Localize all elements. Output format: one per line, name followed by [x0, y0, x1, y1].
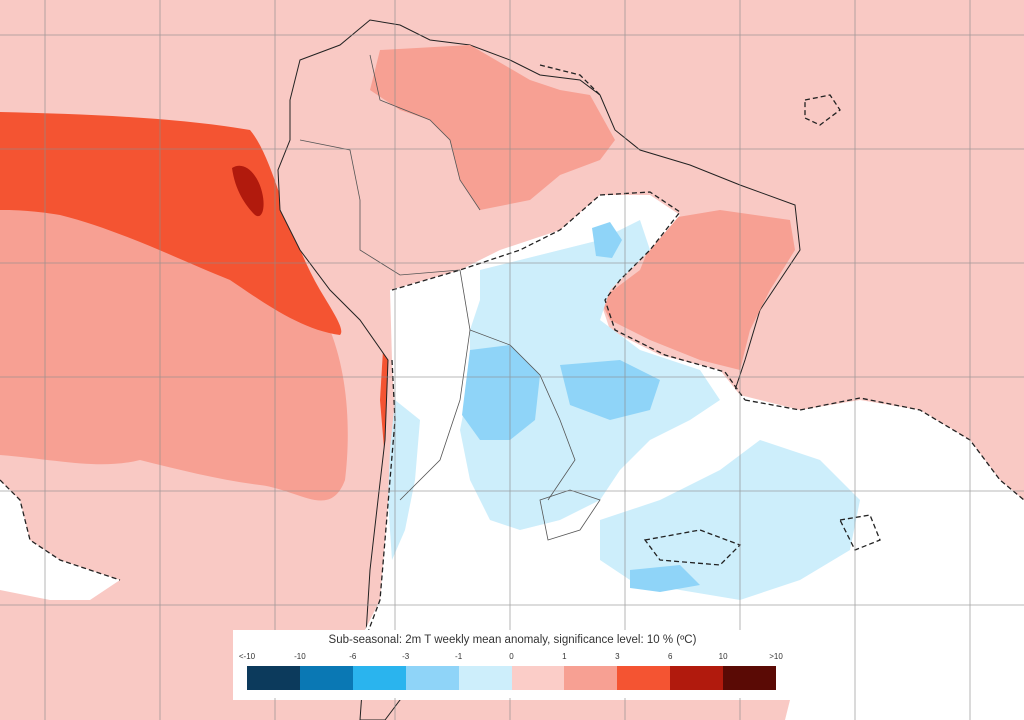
legend-tick-label: -1 — [455, 652, 463, 661]
bolivia-cool-spot — [592, 222, 622, 258]
significance-contour — [744, 397, 1024, 501]
country-border — [299, 139, 461, 276]
legend-swatch — [405, 666, 459, 690]
legend-swatch — [458, 666, 512, 690]
legend: Sub-seasonal: 2m T weekly mean anomaly, … — [233, 630, 792, 698]
legend-swatch — [352, 666, 406, 690]
significance-contour — [391, 191, 746, 401]
legend-color-bar — [247, 666, 777, 690]
paraguay-cool-spot — [462, 345, 540, 440]
argentina-cool-strip — [388, 400, 420, 560]
pacific-strong-warm-region — [0, 112, 342, 335]
country-border — [399, 329, 471, 501]
atlantic-cool-region — [600, 440, 860, 600]
legend-swatch — [511, 666, 565, 690]
amazon-warm-region — [370, 45, 615, 210]
legend-tick-label: 3 — [615, 652, 620, 661]
significance-contour — [804, 94, 841, 126]
atlantic-cool-spot — [630, 565, 700, 592]
legend-swatch — [564, 666, 618, 690]
brazil-cool-spot — [560, 360, 660, 420]
legend-swatch — [247, 666, 300, 690]
legend-tick-label: 10 — [718, 652, 728, 661]
east-atlantic-neutral-patch — [895, 415, 945, 460]
peru-extreme-warm-spot — [232, 165, 264, 217]
legend-swatch — [670, 666, 724, 690]
legend-tick-label: 0 — [509, 652, 514, 661]
legend-tick-label: 1 — [562, 652, 567, 661]
legend-swatch — [617, 666, 671, 690]
significance-contours — [0, 64, 1024, 641]
legend-swatch — [299, 666, 353, 690]
significance-contour — [539, 64, 601, 96]
legend-tick-label: -6 — [349, 652, 357, 661]
legend-tick-labels: <-10 -10 -6 -3 -1 0 1 3 6 10 >10 — [233, 652, 792, 664]
country-border — [539, 489, 601, 541]
significance-contour — [839, 514, 881, 551]
country-border — [369, 54, 481, 211]
legend-tick-label: -10 — [294, 652, 306, 661]
significance-contour — [643, 529, 742, 566]
legend-tick-label: -3 — [402, 652, 410, 661]
significance-contour — [364, 359, 396, 641]
legend-title: Sub-seasonal: 2m T weekly mean anomaly, … — [328, 634, 697, 646]
legend-tick-label: 6 — [667, 652, 673, 661]
country-borders — [299, 54, 601, 541]
legend-swatch — [723, 666, 777, 690]
legend-tick-label: >10 — [769, 652, 783, 661]
legend-tick-label: <-10 — [238, 652, 256, 661]
